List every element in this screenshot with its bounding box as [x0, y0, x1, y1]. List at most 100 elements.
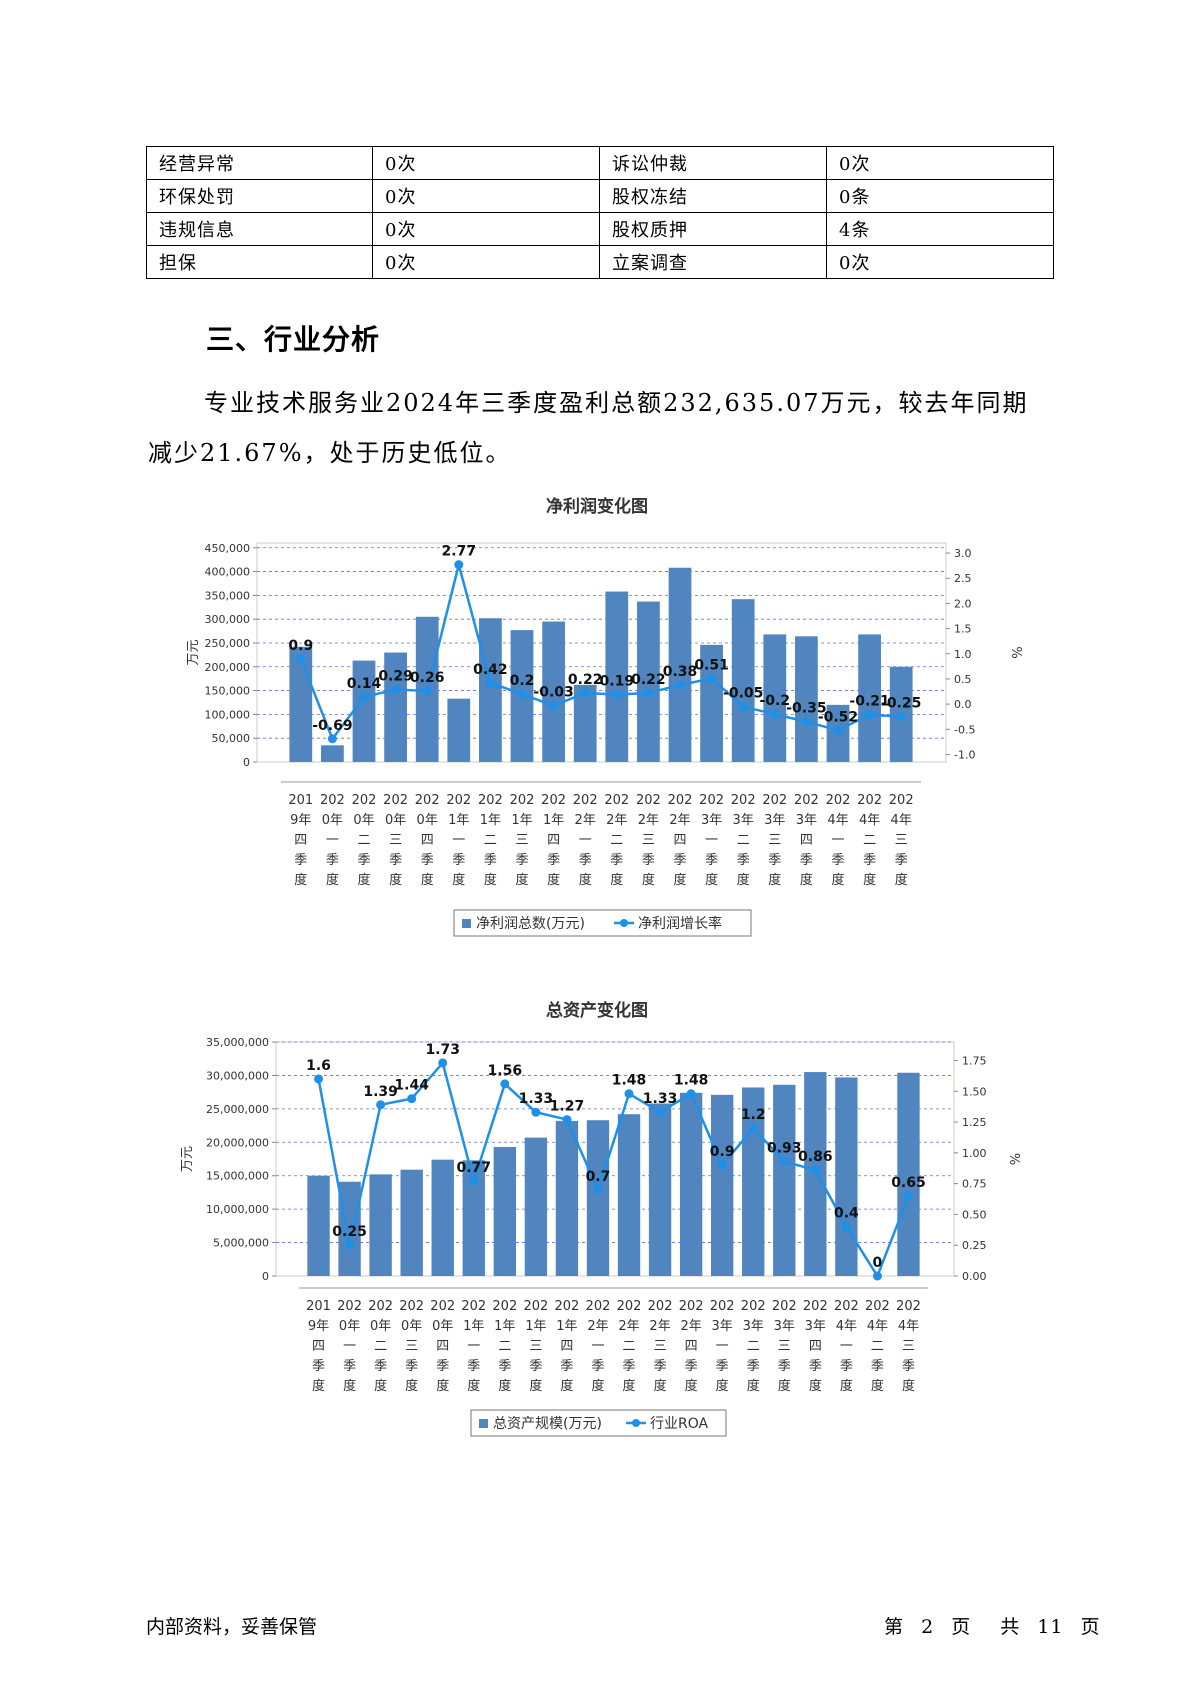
y2-tick-label: 1.50: [962, 1085, 987, 1098]
line-point: [896, 712, 906, 722]
data-label: 1.56: [488, 1063, 523, 1079]
x-tick-label: 度: [436, 1378, 449, 1394]
x-tick-label: 202: [710, 1299, 735, 1314]
y-tick-label: 5,000,000: [213, 1237, 269, 1250]
x-tick-label: 201: [288, 793, 313, 808]
x-tick-label: 四: [809, 1339, 822, 1354]
x-tick-label: 202: [896, 1299, 921, 1314]
x-tick-label: 3年: [733, 813, 754, 828]
x-tick-label: 9年: [308, 1319, 329, 1334]
bar: [573, 684, 597, 762]
bar: [773, 1084, 796, 1276]
y2-tick-label: 1.25: [962, 1116, 987, 1129]
line-point: [580, 688, 590, 698]
table-label-cell: 环保处罚: [146, 179, 373, 213]
x-tick-label: 季: [421, 853, 434, 868]
line-point: [810, 1165, 820, 1175]
data-label: 1.27: [550, 1099, 585, 1115]
x-tick-label: 3年: [743, 1319, 764, 1334]
data-label: -0.69: [312, 718, 352, 734]
x-tick-label: 季: [768, 853, 781, 868]
data-label: 0.25: [332, 1224, 367, 1240]
x-tick-label: 度: [871, 1378, 884, 1394]
x-tick-label: 202: [648, 1299, 673, 1314]
line-point: [748, 1123, 758, 1133]
y-tick-label: 10,000,000: [206, 1203, 269, 1216]
x-tick-label: 202: [430, 1299, 455, 1314]
data-label: -0.05: [723, 686, 763, 702]
x-tick-label: 度: [421, 872, 434, 888]
x-tick-label: 2年: [618, 1319, 639, 1334]
x-tick-label: 4年: [827, 813, 848, 828]
legend-bar-label: 净利润总数(万元): [476, 916, 585, 932]
line-point: [770, 709, 780, 719]
section-title: 三、行业分析: [206, 323, 381, 356]
x-tick-label: 度: [591, 1378, 604, 1394]
y-tick-label: 250,000: [205, 637, 251, 650]
y2-tick-label: 1.00: [962, 1147, 987, 1160]
line-point: [612, 690, 622, 700]
data-label: 0: [873, 1255, 883, 1271]
y-tick-label: 400,000: [205, 566, 251, 579]
table-row: 担保 0次 立案调查 0次: [146, 245, 1054, 279]
line-point: [801, 717, 811, 727]
x-tick-label: 季: [452, 853, 465, 868]
y-tick-label: 150,000: [205, 685, 251, 698]
chart-title: 净利润变化图: [546, 496, 648, 517]
line-point: [717, 1160, 727, 1170]
x-tick-label: 度: [654, 1378, 667, 1394]
data-label: 0.42: [473, 662, 508, 678]
x-tick-label: 2年: [680, 1319, 701, 1334]
x-tick-label: 二: [747, 1339, 760, 1354]
x-tick-label: 度: [778, 1378, 791, 1394]
x-tick-label: 3年: [701, 813, 722, 828]
line-point: [624, 1089, 634, 1099]
data-label: 0.65: [891, 1175, 926, 1191]
data-label: 0.22: [568, 672, 603, 688]
data-label: -0.21: [849, 694, 889, 710]
line-point: [531, 1107, 541, 1117]
x-tick-label: 202: [446, 793, 471, 808]
line-point: [707, 673, 717, 683]
x-tick-label: 202: [668, 793, 693, 808]
x-tick-label: 9年: [290, 813, 311, 828]
data-label: 0.9: [710, 1144, 735, 1160]
x-tick-label: 1年: [543, 813, 564, 828]
x-tick-label: 度: [737, 872, 750, 888]
x-tick-label: 度: [498, 1378, 511, 1394]
data-label: 0.2: [510, 673, 535, 689]
x-tick-label: 202: [834, 1299, 859, 1314]
x-tick-label: 四: [560, 1339, 573, 1354]
x-tick-label: 度: [547, 872, 560, 888]
legend-bar-swatch: [462, 919, 471, 928]
x-tick-label: 0年: [353, 813, 374, 828]
x-tick-label: 202: [320, 793, 345, 808]
bar: [763, 634, 787, 762]
x-tick-label: 0年: [322, 813, 343, 828]
x-tick-label: 二: [484, 833, 497, 848]
bar: [648, 1103, 672, 1276]
x-tick-label: 202: [510, 793, 535, 808]
line-point: [872, 1271, 882, 1281]
x-tick-label: 季: [863, 853, 876, 868]
y2-tick-label: 0.75: [962, 1178, 987, 1191]
data-label: 2.77: [442, 544, 477, 560]
x-tick-label: 三: [778, 1339, 791, 1354]
x-tick-label: 202: [604, 793, 629, 808]
x-tick-label: 二: [871, 1339, 884, 1354]
data-label: 1.39: [363, 1084, 398, 1100]
legend-line-label: 行业ROA: [650, 1416, 709, 1432]
industry-paragraph: 专业技术服务业2024年三季度盈利总额232,635.07万元，较去年同期减少2…: [148, 389, 1029, 467]
x-tick-label: 度: [529, 1378, 542, 1394]
x-tick-label: 度: [515, 872, 528, 888]
total-prefix: 共: [1000, 1616, 1021, 1638]
x-tick-label: 202: [573, 793, 598, 808]
data-label: 0.26: [410, 670, 445, 686]
x-tick-label: 0年: [339, 1319, 360, 1334]
x-tick-label: 度: [374, 1378, 387, 1394]
x-tick-label: 202: [586, 1299, 611, 1314]
bar: [555, 1120, 579, 1276]
table-label-cell: 股权质押: [599, 212, 827, 246]
legend-line-label: 净利润增长率: [638, 915, 722, 932]
total-assets-chart: 总资产变化图 35,000,000 30,000,000 25,000,000 20,0…: [0, 992, 1191, 1452]
